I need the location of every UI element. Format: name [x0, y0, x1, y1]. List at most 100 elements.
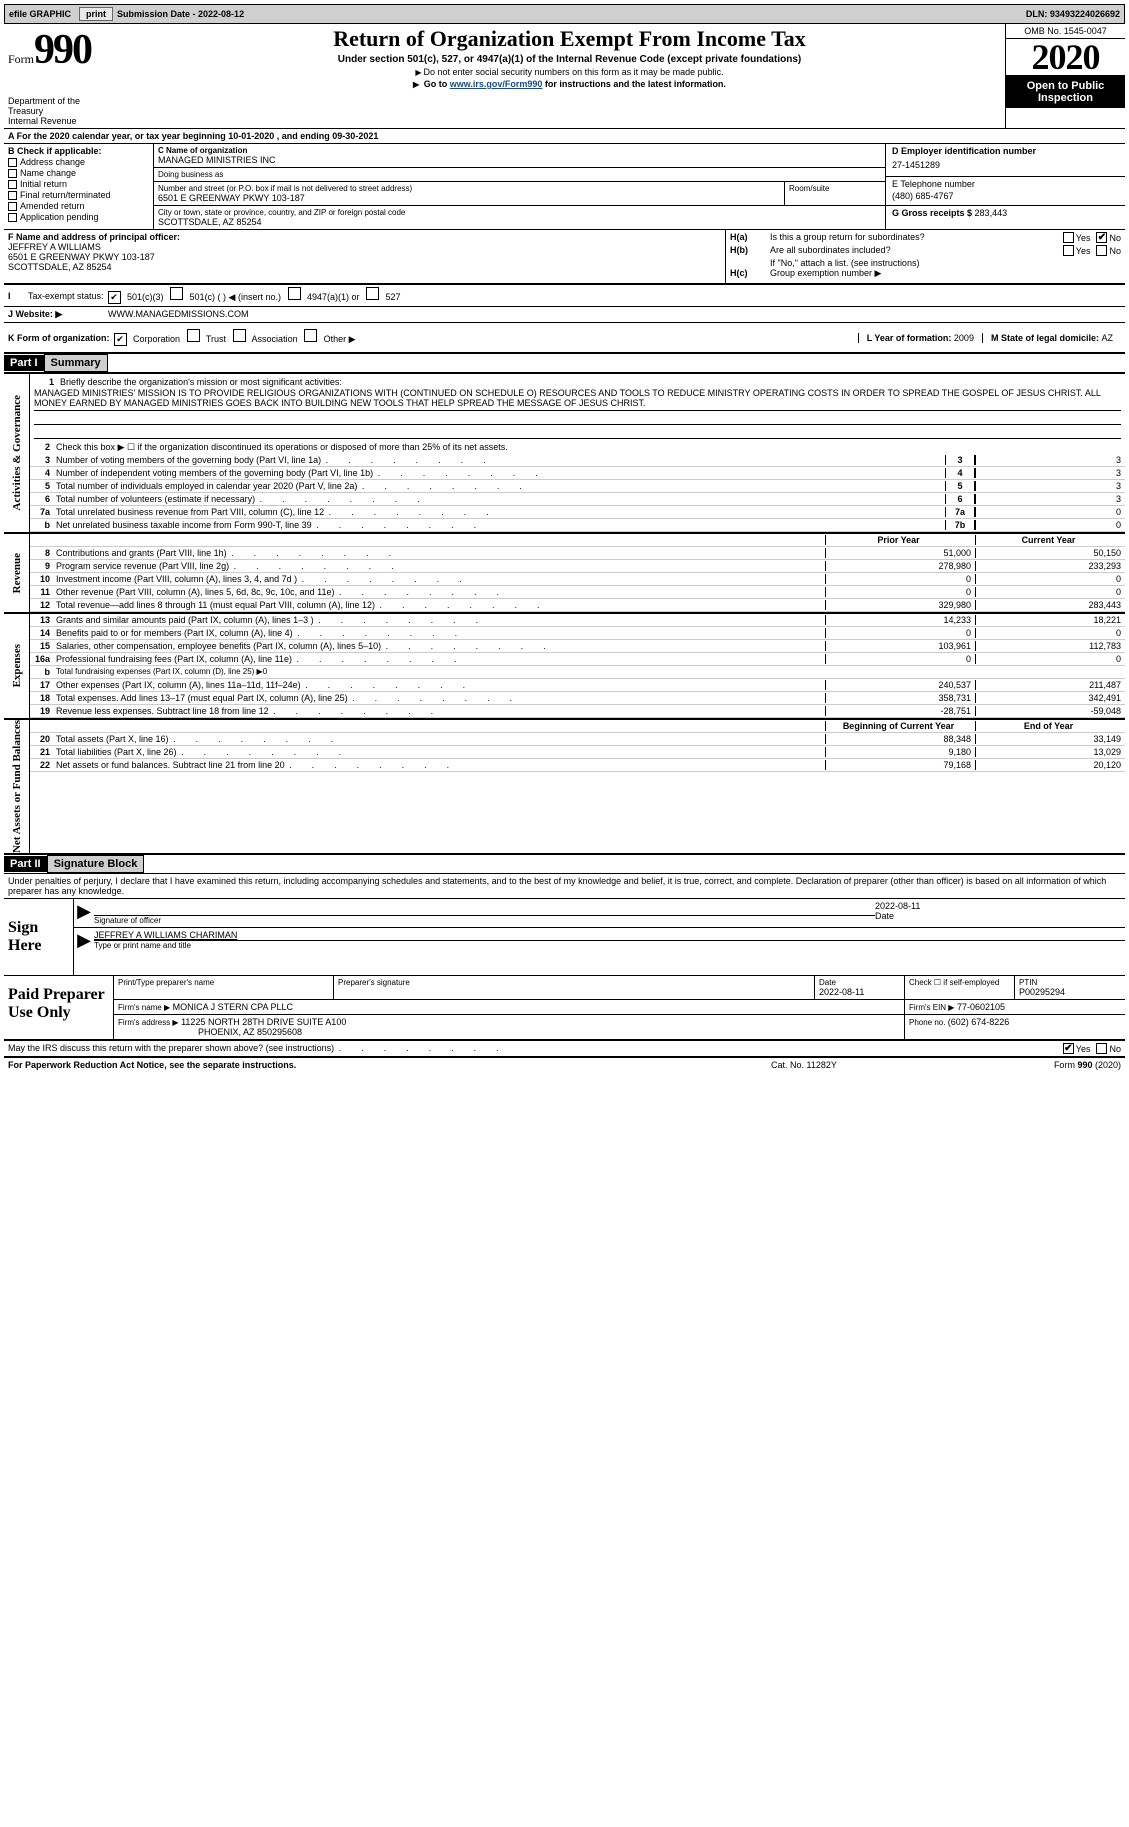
- ptin: P00295294: [1019, 987, 1121, 997]
- hb-yes-checkbox[interactable]: [1063, 245, 1074, 256]
- form-header: Form990 Department of the Treasury Inter…: [4, 24, 1125, 129]
- officer-name: JEFFREY A WILLIAMS: [8, 242, 721, 252]
- signature-arrow-icon: ▶: [74, 901, 94, 925]
- side-label-governance: Activities & Governance: [4, 374, 30, 532]
- line-b: bNet unrelated business taxable income f…: [30, 519, 1125, 532]
- line-18: 18Total expenses. Add lines 13–17 (must …: [30, 692, 1125, 705]
- top-bar: efile GRAPHIC print Submission Date - 20…: [4, 4, 1125, 24]
- line-4: 4Number of independent voting members of…: [30, 467, 1125, 480]
- boxk-checkbox-0[interactable]: ✔: [114, 333, 127, 346]
- line-6: 6Total number of volunteers (estimate if…: [30, 493, 1125, 506]
- boxb-checkbox-0[interactable]: Address change: [8, 157, 149, 167]
- line-20: 20Total assets (Part X, line 16)88,34833…: [30, 733, 1125, 746]
- print-button[interactable]: print: [79, 7, 113, 21]
- line-13: 13Grants and similar amounts paid (Part …: [30, 614, 1125, 627]
- line-16a: 16aProfessional fundraising fees (Part I…: [30, 653, 1125, 666]
- line-14: 14Benefits paid to or for members (Part …: [30, 627, 1125, 640]
- boxi-checkbox-0[interactable]: ✔: [108, 291, 121, 304]
- penalties-text: Under penalties of perjury, I declare th…: [4, 873, 1125, 898]
- ha-no-checkbox[interactable]: [1096, 232, 1107, 243]
- irs-link[interactable]: www.irs.gov/Form990: [450, 79, 543, 89]
- boxb-checkbox-5[interactable]: Application pending: [8, 212, 149, 222]
- line-16b: b Total fundraising expenses (Part IX, c…: [30, 666, 1125, 679]
- box-i: I Tax-exempt status: ✔ 501(c)(3) 501(c) …: [4, 284, 1125, 307]
- name-arrow-icon: ▶: [74, 930, 94, 951]
- netassets-col-headers: Beginning of Current Year End of Year: [30, 720, 1125, 733]
- inspection-badge: Open to Public Inspection: [1006, 76, 1125, 108]
- period-line: A For the 2020 calendar year, or tax yea…: [4, 129, 1125, 144]
- gross-receipts: 283,443: [975, 208, 1008, 218]
- form-subtitle: Under section 501(c), 527, or 4947(a)(1)…: [138, 54, 1001, 65]
- org-name: MANAGED MINISTRIES INC: [158, 155, 881, 165]
- line-21: 21Total liabilities (Part X, line 26)9,1…: [30, 746, 1125, 759]
- boxb-checkbox-2[interactable]: Initial return: [8, 179, 149, 189]
- line-9: 9Program service revenue (Part VIII, lin…: [30, 560, 1125, 573]
- box-b: B Check if applicable: Address changeNam…: [4, 144, 154, 229]
- boxk-checkbox-3[interactable]: [304, 329, 317, 342]
- form-title-block: Return of Organization Exempt From Incom…: [134, 24, 1005, 128]
- ein: 27-1451289: [892, 156, 1119, 174]
- boxb-checkbox-3[interactable]: Final return/terminated: [8, 190, 149, 200]
- side-label-netassets: Net Assets or Fund Balances: [4, 720, 30, 853]
- entity-block: B Check if applicable: Address changeNam…: [4, 144, 1125, 230]
- sign-here-block: Sign Here ▶ Signature of officer 2022-08…: [4, 898, 1125, 975]
- line-12: 12Total revenue—add lines 8 through 11 (…: [30, 599, 1125, 612]
- fgh-block: F Name and address of principal officer:…: [4, 230, 1125, 284]
- expenses-section: Expenses 13Grants and similar amounts pa…: [4, 612, 1125, 718]
- dln-label: DLN: 93493224026692: [1022, 9, 1124, 19]
- line-19: 19Revenue less expenses. Subtract line 1…: [30, 705, 1125, 718]
- instr-website: Go to www.irs.gov/Form990 for instructio…: [138, 79, 1001, 89]
- boxb-checkbox-4[interactable]: Amended return: [8, 201, 149, 211]
- form-id-block: Form990 Department of the Treasury Inter…: [4, 24, 134, 128]
- line-10: 10Investment income (Part VIII, column (…: [30, 573, 1125, 586]
- line-1: 1Briefly describe the organization's mis…: [30, 374, 1125, 441]
- revenue-section: Revenue Prior Year Current Year 8Contrib…: [4, 532, 1125, 612]
- page-footer: For Paperwork Reduction Act Notice, see …: [4, 1058, 1125, 1072]
- hb-no-checkbox[interactable]: [1096, 245, 1107, 256]
- revenue-col-headers: Prior Year Current Year: [30, 534, 1125, 547]
- instr-ssn: Do not enter social security numbers on …: [138, 67, 1001, 77]
- line-11: 11Other revenue (Part VIII, column (A), …: [30, 586, 1125, 599]
- box-deg: D Employer identification number 27-1451…: [885, 144, 1125, 229]
- boxk-checkbox-1[interactable]: [187, 329, 200, 342]
- omb-block: OMB No. 1545-0047 2020 Open to Public In…: [1005, 24, 1125, 128]
- discuss-yes-checkbox[interactable]: [1063, 1043, 1074, 1054]
- box-c: C Name of organization MANAGED MINISTRIE…: [154, 144, 885, 229]
- box-klm: K Form of organization: ✔ Corporation Tr…: [4, 323, 1125, 354]
- box-m: M State of legal domicile: AZ: [982, 333, 1121, 343]
- discuss-line: May the IRS discuss this return with the…: [4, 1041, 1125, 1058]
- firm-name: MONICA J STERN CPA PLLC: [173, 1002, 293, 1012]
- line-2: 2Check this box ▶ ☐ if the organization …: [30, 441, 1125, 454]
- part-2-header: Part IISignature Block: [4, 855, 1125, 873]
- net-assets-section: Net Assets or Fund Balances Beginning of…: [4, 718, 1125, 855]
- sign-here-label: Sign Here: [4, 899, 74, 975]
- boxi-checkbox-3[interactable]: [366, 287, 379, 300]
- line-3: 3Number of voting members of the governi…: [30, 454, 1125, 467]
- governance-section: Activities & Governance 1Briefly describ…: [4, 372, 1125, 532]
- form-word: Form: [8, 52, 34, 66]
- line-7a: 7aTotal unrelated business revenue from …: [30, 506, 1125, 519]
- line-17: 17Other expenses (Part IX, column (A), l…: [30, 679, 1125, 692]
- firm-addr2: PHOENIX, AZ 850295608: [118, 1027, 900, 1037]
- boxk-checkbox-2[interactable]: [233, 329, 246, 342]
- line-5: 5Total number of individuals employed in…: [30, 480, 1125, 493]
- line-22: 22Net assets or fund balances. Subtract …: [30, 759, 1125, 772]
- boxi-checkbox-1[interactable]: [170, 287, 183, 300]
- form-title: Return of Organization Exempt From Incom…: [138, 26, 1001, 52]
- ha-yes-checkbox[interactable]: [1063, 232, 1074, 243]
- discuss-no-checkbox[interactable]: [1096, 1043, 1107, 1054]
- street-address: 6501 E GREENWAY PKWY 103-187: [158, 193, 780, 203]
- telephone: (480) 685-4767: [892, 189, 1119, 203]
- boxb-checkbox-1[interactable]: Name change: [8, 168, 149, 178]
- efile-label: efile GRAPHIC: [5, 9, 75, 19]
- firm-addr1: 11225 NORTH 28TH DRIVE SUITE A100: [181, 1017, 346, 1027]
- submission-label: Submission Date - 2022-08-12: [113, 9, 248, 19]
- form-number: 990: [34, 27, 91, 73]
- sign-date: 2022-08-11: [875, 901, 1125, 911]
- box-f: F Name and address of principal officer:…: [4, 230, 725, 283]
- box-j: J Website: ▶ WWW.MANAGEDMISSIONS.COM: [4, 307, 1125, 323]
- boxi-checkbox-2[interactable]: [288, 287, 301, 300]
- officer-printed-name: JEFFREY A WILLIAMS CHARIMAN: [94, 930, 1125, 940]
- city-state-zip: SCOTTSDALE, AZ 85254: [158, 217, 881, 227]
- box-h: H(a) Is this a group return for subordin…: [725, 230, 1125, 283]
